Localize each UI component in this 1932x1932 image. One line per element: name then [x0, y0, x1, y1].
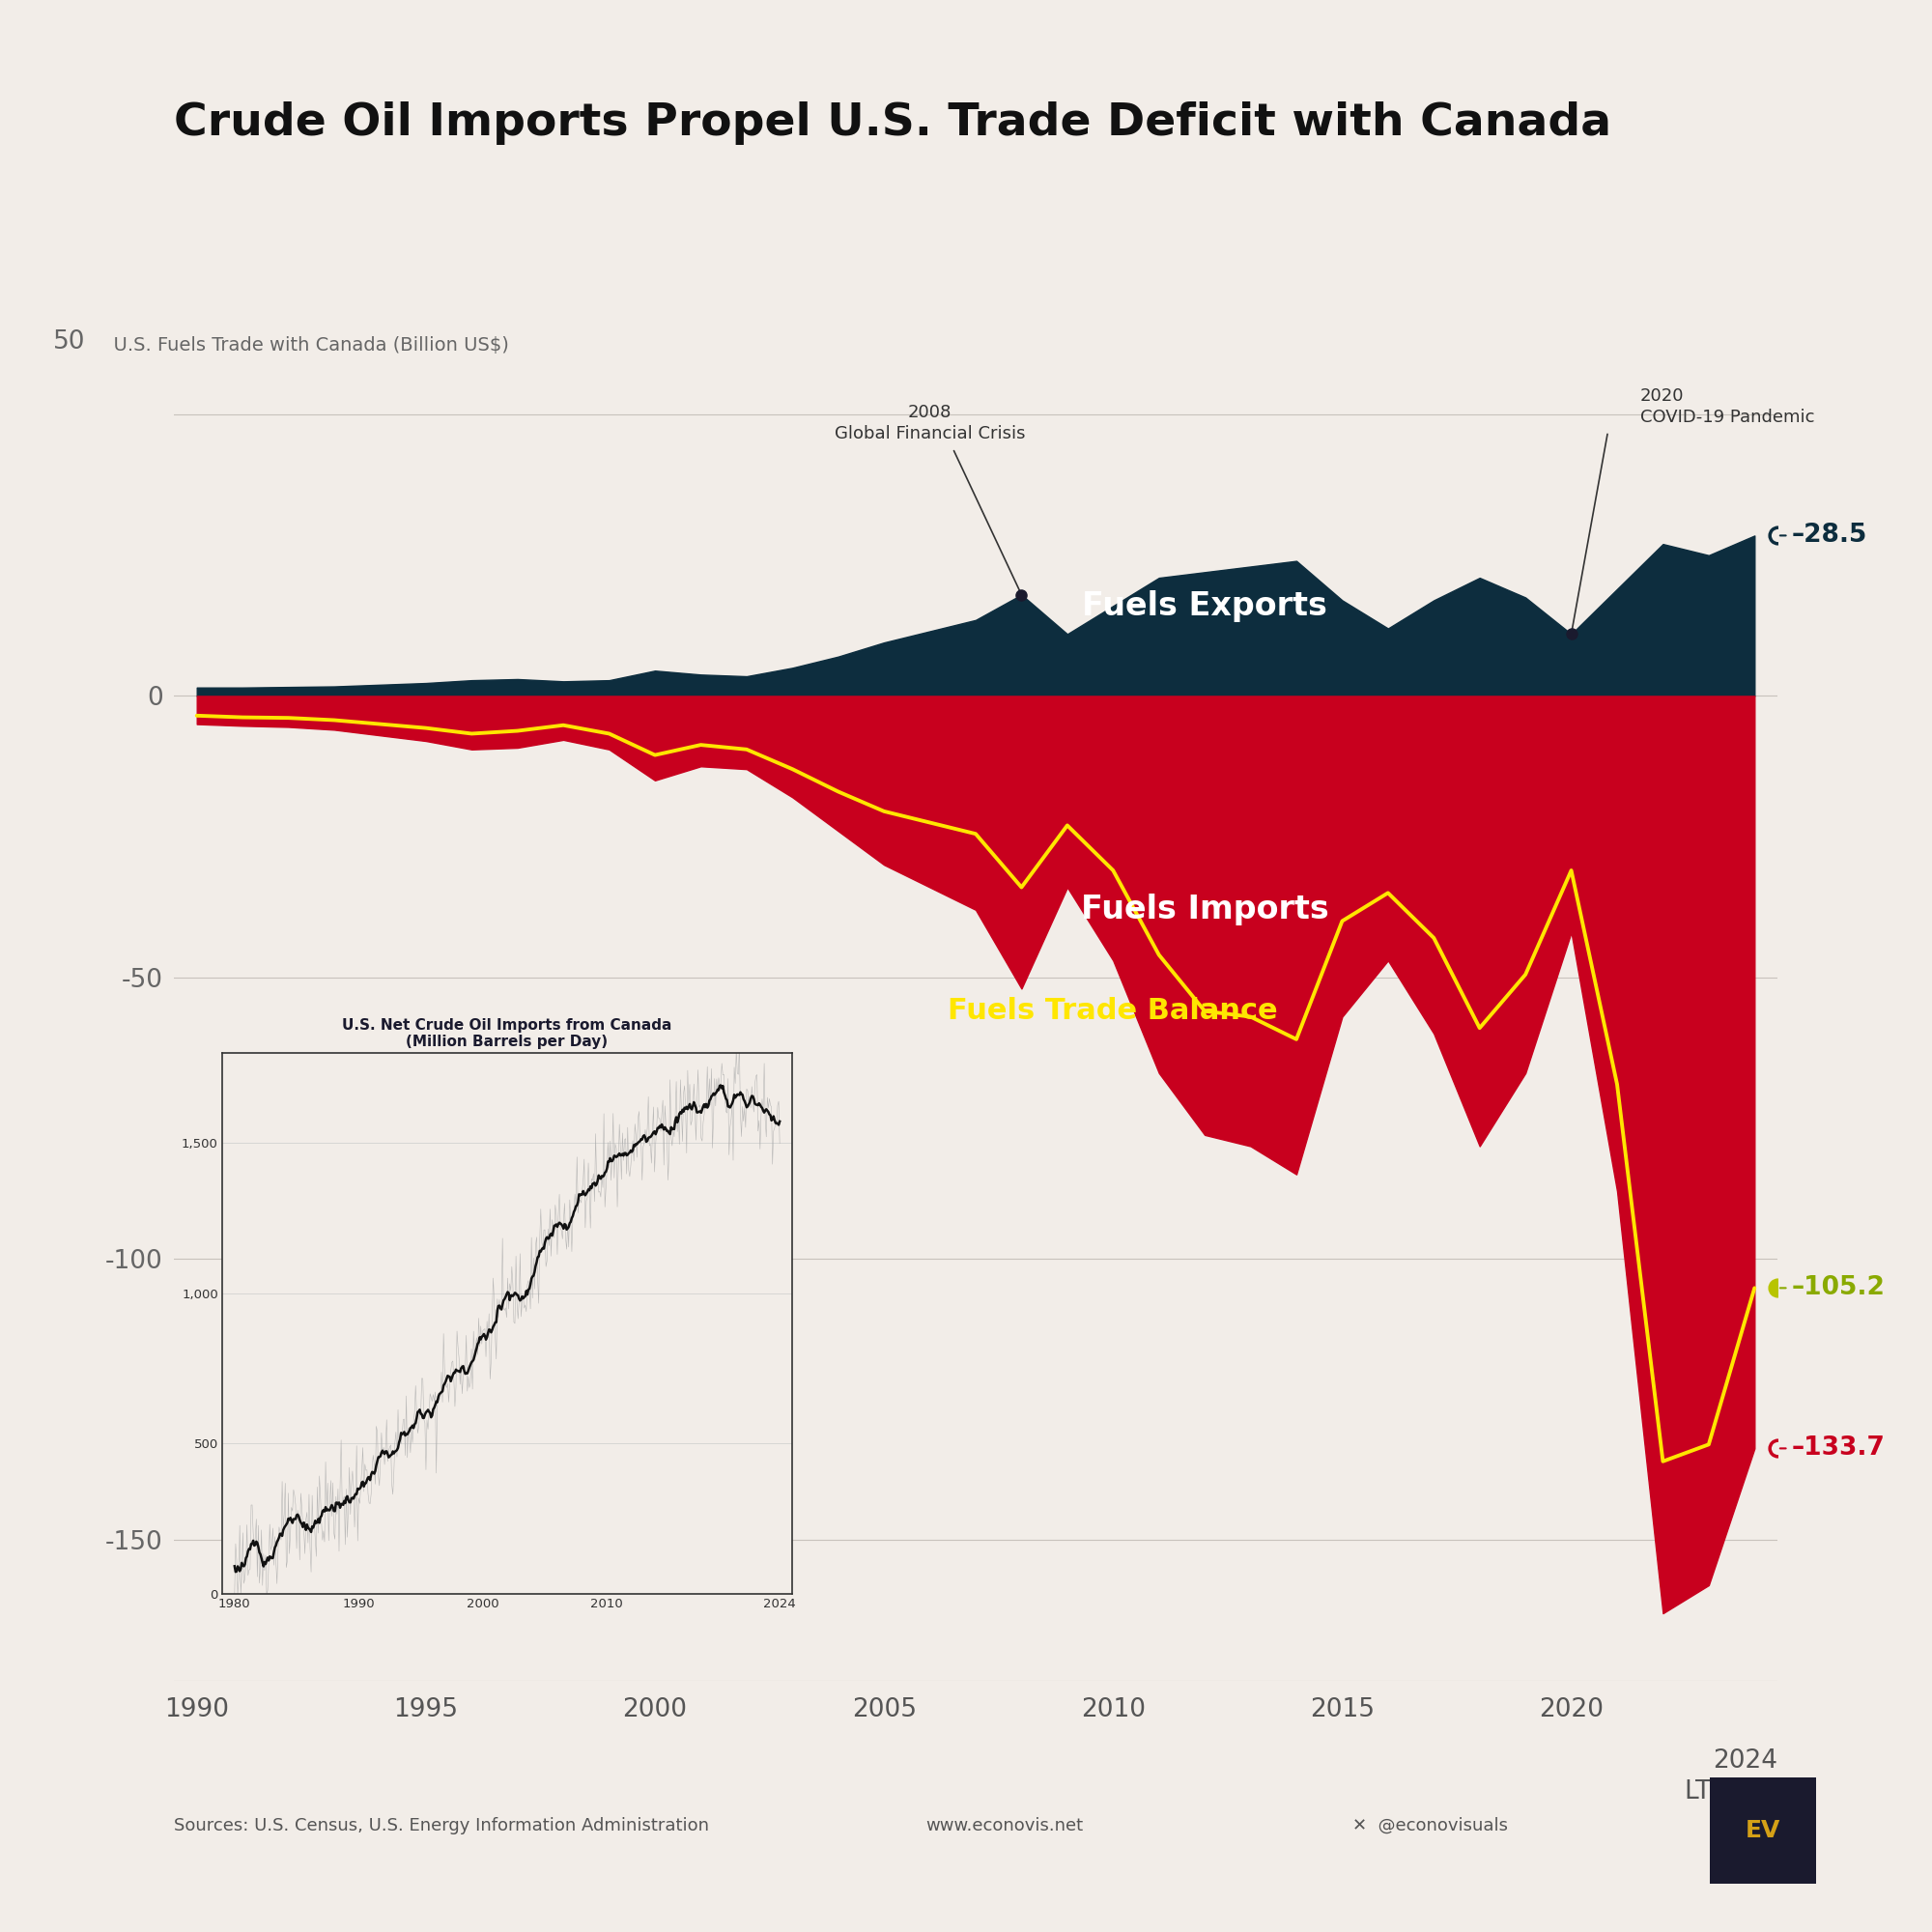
Text: EV: EV — [1745, 1820, 1781, 1843]
Text: –133.7: –133.7 — [1779, 1435, 1886, 1461]
Ellipse shape — [1712, 1779, 1814, 1882]
Text: Fuels Imports: Fuels Imports — [1080, 895, 1329, 925]
Text: U.S. Fuels Trade with Canada (Billion US$): U.S. Fuels Trade with Canada (Billion US… — [102, 336, 510, 354]
Text: Sources: U.S. Census, U.S. Energy Information Administration: Sources: U.S. Census, U.S. Energy Inform… — [174, 1816, 709, 1835]
Text: 2020
COVID-19 Pandemic: 2020 COVID-19 Pandemic — [1640, 386, 1814, 425]
Text: Crude Oil Imports Propel U.S. Trade Deficit with Canada: Crude Oil Imports Propel U.S. Trade Defi… — [174, 100, 1611, 145]
Text: 50: 50 — [54, 328, 85, 354]
Text: –105.2: –105.2 — [1779, 1275, 1886, 1300]
Text: www.econovis.net: www.econovis.net — [925, 1816, 1084, 1835]
Text: 2008
Global Financial Crisis: 2008 Global Financial Crisis — [835, 404, 1026, 442]
Text: 2024
LTM Q3: 2024 LTM Q3 — [1685, 1748, 1777, 1804]
Text: –28.5: –28.5 — [1779, 524, 1866, 549]
Text: Fuels Trade Balance: Fuels Trade Balance — [949, 997, 1279, 1026]
Text: Fuels Exports: Fuels Exports — [1082, 589, 1327, 622]
Text: ✕  @econovisuals: ✕ @econovisuals — [1352, 1816, 1507, 1835]
Title: U.S. Net Crude Oil Imports from Canada
(Million Barrels per Day): U.S. Net Crude Oil Imports from Canada (… — [342, 1018, 672, 1049]
